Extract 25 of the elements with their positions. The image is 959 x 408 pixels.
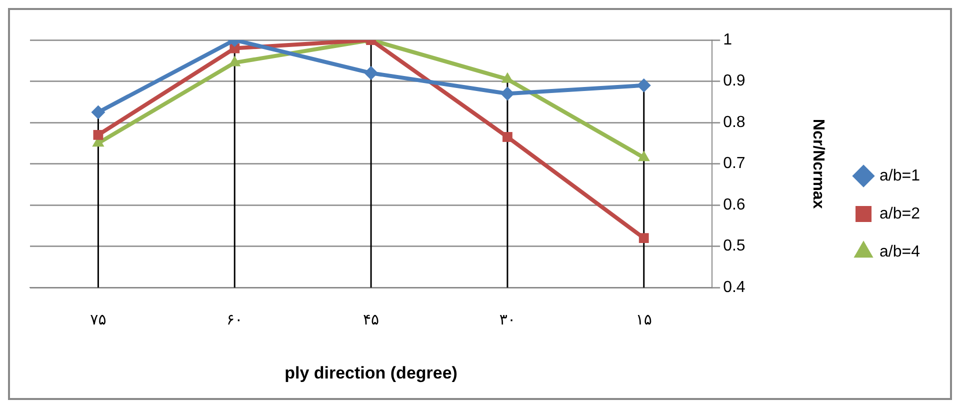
point	[91, 105, 106, 120]
x-tick-label: ۶۰	[226, 310, 243, 328]
point	[500, 86, 514, 101]
x-tick-label: ۷۵	[90, 310, 106, 328]
legend-label: a/b=1	[880, 167, 920, 184]
x-axis-title: ply direction (degree)	[284, 363, 458, 382]
y-tick-label: 0.4	[723, 279, 746, 296]
y-axis-title: Ncr/Ncrmax	[810, 118, 827, 209]
y-tick-label: 0.7	[723, 155, 746, 172]
point	[93, 130, 104, 140]
x-tick-label: ۳۰	[499, 310, 516, 328]
y-tick-label: 0.9	[723, 72, 746, 90]
point	[636, 78, 651, 92]
y-tick-label: 0.6	[723, 196, 746, 214]
y-tick-label: 0.8	[723, 114, 746, 131]
legend-label: a/b=4	[880, 243, 920, 260]
y-tick-label: 0.5	[723, 238, 746, 255]
legend-label: a/b=2	[880, 205, 920, 222]
x-tick-label: ۴۵	[362, 310, 380, 328]
point	[638, 233, 649, 244]
point	[638, 150, 650, 162]
x-tick-label: ۱۵	[636, 310, 652, 328]
point	[502, 132, 512, 142]
point	[364, 66, 378, 80]
y-tick-label: 1	[723, 31, 732, 48]
